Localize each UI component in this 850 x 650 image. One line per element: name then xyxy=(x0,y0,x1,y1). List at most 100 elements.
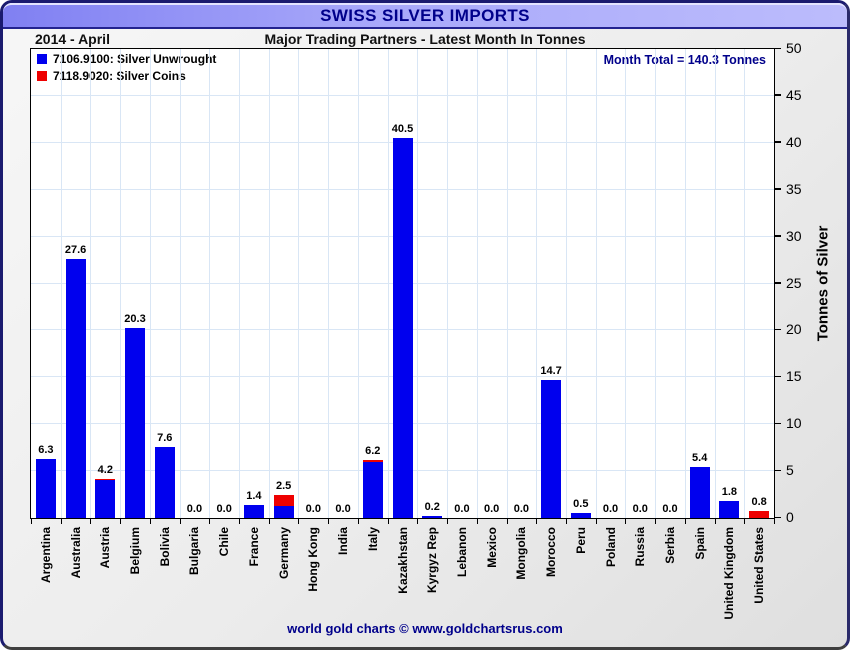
y-tick-label: 40 xyxy=(786,133,802,150)
x-axis-label: Russia xyxy=(633,527,648,567)
x-axis-label: Mongolia xyxy=(514,527,529,580)
x-axis-label: Chile xyxy=(217,527,232,557)
x-tick-mark xyxy=(298,519,300,524)
gridline-vertical xyxy=(149,49,151,518)
bar-value-label: 4.2 xyxy=(97,463,113,476)
legend-swatch-coins-icon xyxy=(37,71,47,81)
bar-value-label: 0.0 xyxy=(632,503,648,515)
bar-value-label: 20.3 xyxy=(124,312,146,325)
gridline-vertical xyxy=(744,49,746,518)
y-tick-label: 50 xyxy=(786,40,802,56)
month-total-label: Month Total = 140.3 Tonnes xyxy=(603,53,766,67)
x-tick-mark xyxy=(595,519,597,524)
bar-segment-unwrought xyxy=(689,467,710,518)
gridline-vertical xyxy=(476,49,478,518)
x-axis-label: United States xyxy=(752,527,767,604)
legend-item-coins: 7118.9020: Silver Coins xyxy=(37,69,216,83)
x-axis-label: United Kingdom xyxy=(722,527,737,620)
bar-value-label: 0.0 xyxy=(602,503,619,515)
x-axis-label: Kyrgyz Rep xyxy=(425,527,440,594)
x-tick-mark xyxy=(774,519,775,524)
legend-item-unwrought: 7106.9100: Silver Unwrought xyxy=(37,52,216,66)
x-axis-label: Argentina xyxy=(38,527,53,584)
x-tick-mark xyxy=(684,519,686,524)
gridline-vertical xyxy=(120,49,122,518)
x-tick-mark xyxy=(625,519,627,524)
chart-subtitle: Major Trading Partners - Latest Month In… xyxy=(264,31,586,47)
x-axis-label: Bulgaria xyxy=(187,527,202,576)
gridline-vertical xyxy=(417,49,419,518)
bar-value-label: 6.3 xyxy=(38,443,54,456)
bar-value-label: 6.2 xyxy=(365,444,381,457)
x-axis-label: Germany xyxy=(276,527,291,580)
x-axis-label: India xyxy=(336,527,351,556)
x-axis-label: Kazakhstan xyxy=(395,527,410,594)
x-axis-label: Mexico xyxy=(484,527,499,568)
gridline-vertical xyxy=(268,49,270,518)
x-tick-mark xyxy=(120,519,122,524)
y-tick-mark xyxy=(775,94,781,96)
x-axis-label: Spain xyxy=(692,527,707,560)
bar-value-label: 0.8 xyxy=(751,495,767,508)
x-axis-label: Austria xyxy=(98,527,113,569)
x-axis-label: Belgium xyxy=(128,527,143,575)
bar-segment-unwrought xyxy=(392,138,413,518)
x-tick-mark xyxy=(714,519,716,524)
bar-value-label: 0.0 xyxy=(216,503,232,515)
x-tick-mark xyxy=(357,519,359,524)
bar-segment-coins xyxy=(749,510,770,518)
y-tick-label: 20 xyxy=(786,321,802,338)
y-tick-mark xyxy=(775,235,781,237)
legend-label-unwrought: 7106.9100: Silver Unwrought xyxy=(53,52,217,66)
page-title: SWISS SILVER IMPORTS xyxy=(320,6,530,25)
gridline-vertical xyxy=(387,49,389,518)
x-tick-mark xyxy=(179,519,181,524)
gridline-vertical xyxy=(506,49,508,518)
y-axis: 0 5 10 15 20 25 30 35 40 45 50 xyxy=(775,40,845,525)
gridline-vertical xyxy=(595,49,597,518)
gridline-vertical xyxy=(239,49,241,518)
x-tick-mark xyxy=(387,519,389,524)
bar-segment-unwrought xyxy=(65,259,86,518)
y-tick-mark xyxy=(775,516,781,518)
bar-value-label: 0.2 xyxy=(424,501,440,514)
gridline-vertical xyxy=(90,49,92,518)
y-axis-title: Tonnes of Silver xyxy=(814,225,832,342)
gridline-vertical xyxy=(536,49,538,518)
gridline-vertical xyxy=(684,49,686,518)
x-tick-mark xyxy=(476,519,478,524)
bar-value-label: 27.6 xyxy=(64,244,87,257)
x-tick-mark xyxy=(417,519,419,524)
y-tick-mark xyxy=(775,188,781,190)
bar-segment-unwrought xyxy=(570,513,591,518)
legend-label-coins: 7118.9020: Silver Coins xyxy=(53,69,186,83)
gridline-vertical xyxy=(357,49,359,518)
gridline-vertical xyxy=(565,49,567,518)
plot-area: 7106.9100: Silver Unwrought 7118.9020: S… xyxy=(30,48,775,519)
x-tick-mark xyxy=(447,519,449,524)
bar-value-label: 0.5 xyxy=(573,498,589,511)
x-axis-label: Morocco xyxy=(544,527,559,578)
bar-segment-unwrought xyxy=(422,516,443,518)
gridline-vertical xyxy=(209,49,211,518)
x-tick-mark xyxy=(31,519,32,524)
x-tick-mark xyxy=(149,519,151,524)
gridline-horizontal xyxy=(31,94,774,96)
x-tick-mark xyxy=(655,519,657,524)
x-axis: Argentina Australia Austria Belgium Bolivia B… xyxy=(30,519,775,631)
bar-segment-coins xyxy=(95,478,116,481)
bar-segment-unwrought xyxy=(35,458,56,518)
gridline-vertical xyxy=(447,49,449,518)
gridline-vertical xyxy=(298,49,300,518)
y-tick-mark xyxy=(775,422,781,425)
y-tick-mark xyxy=(775,375,781,378)
gridline-vertical xyxy=(625,49,627,518)
x-tick-mark xyxy=(506,519,508,524)
y-tick-label: 35 xyxy=(786,180,802,197)
x-tick-mark xyxy=(744,519,746,524)
x-tick-mark xyxy=(209,519,211,524)
y-tick-mark xyxy=(775,328,781,331)
gridline-vertical xyxy=(179,49,181,518)
bar-segment-coins xyxy=(362,459,383,462)
x-tick-mark xyxy=(60,519,62,524)
